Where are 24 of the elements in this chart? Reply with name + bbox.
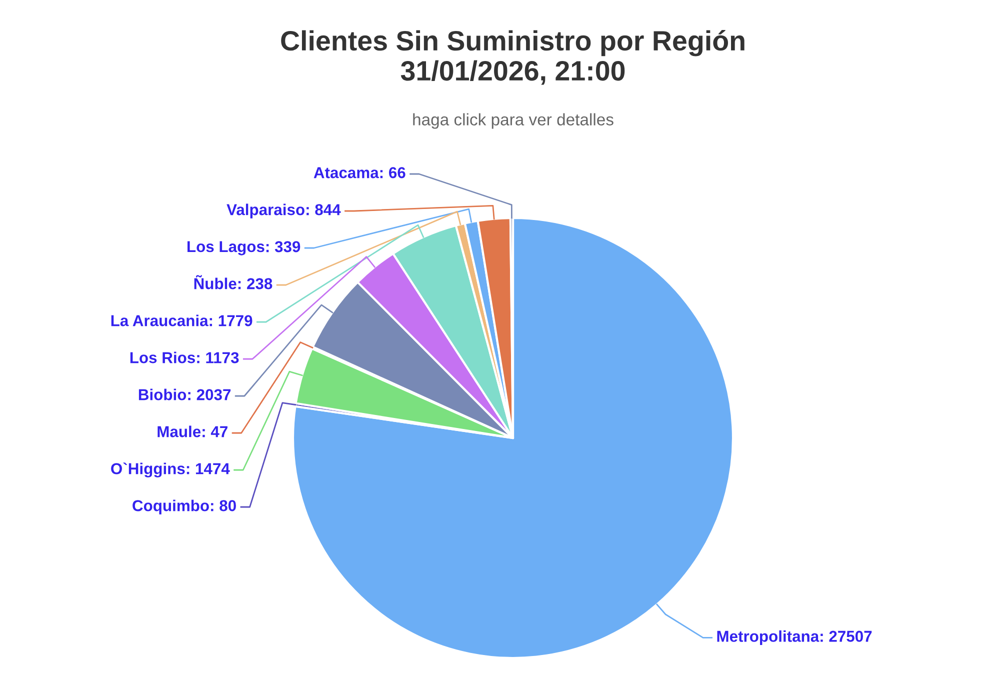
chart-title: Clientes Sin Suministro por Región 31/01/2026, 21:00 <box>281 30 744 85</box>
data-label: : 80 <box>211 500 236 512</box>
data-label: : 27507 <box>820 630 872 642</box>
slice-label: Atacama <box>314 167 379 178</box>
slice-label: O`Higgins <box>111 462 185 478</box>
data-label: : 47 <box>202 426 228 438</box>
slice-label: Coquimbo <box>132 500 209 514</box>
data-label: : 339 <box>266 241 300 252</box>
slice-label: Los Rios <box>130 352 195 364</box>
data-label: : 1779 <box>210 315 252 326</box>
slice-label: Valparaiso <box>226 204 304 218</box>
slice-label: Los Lagos <box>188 241 264 256</box>
slice-label: Maule <box>158 426 201 438</box>
data-label: : 2037 <box>188 389 231 400</box>
slice-label: Metropolitana <box>717 630 820 645</box>
slice-label: Biobio <box>138 388 186 400</box>
slice-label: La Araucania <box>111 314 208 326</box>
data-label: : 1173 <box>197 352 239 364</box>
data-label: : 1474 <box>186 463 230 474</box>
data-label: : 844 <box>306 204 341 216</box>
data-label: : 238 <box>238 278 272 290</box>
chart-subtitle: haga click para ver detalles <box>413 113 614 129</box>
data-label: : 66 <box>380 167 406 178</box>
slice-label: Ñuble <box>194 275 236 290</box>
